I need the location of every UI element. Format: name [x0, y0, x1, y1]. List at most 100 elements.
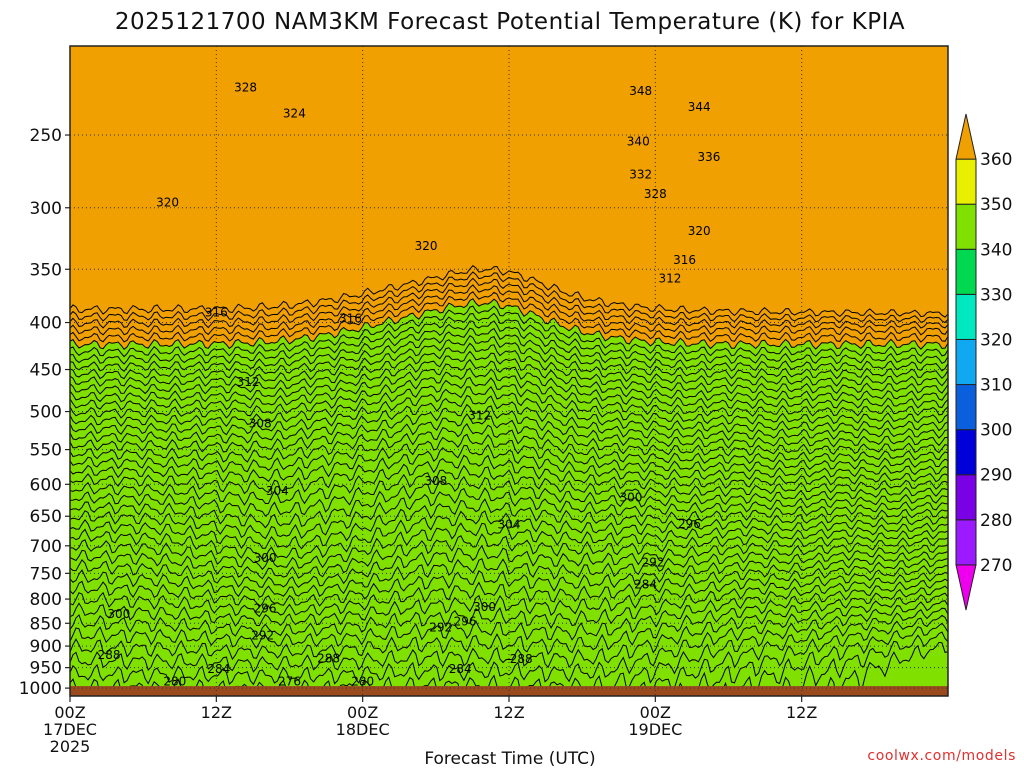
legend-swatch-9 — [955, 158, 977, 205]
contour-label-37: 340 — [627, 134, 650, 148]
contour-labels: 328 324 320 320 316 316 312 312 308 308 304 304 300 3… — [98, 81, 721, 689]
contour-274 — [664, 614, 948, 696]
contour-label-20: 292 — [429, 620, 452, 634]
legend-swatch-8 — [955, 203, 977, 250]
contour-label-5: 316 — [339, 312, 362, 326]
contour-272 — [699, 622, 948, 696]
contour-label-39: 348 — [629, 84, 652, 98]
contour-338 — [70, 342, 948, 395]
x-tick-label-30-0: 12Z — [786, 703, 817, 722]
contour-label-12: 300 — [254, 551, 277, 565]
contour-label-27: 284 — [634, 577, 657, 591]
y-tick-label-800: 800 — [30, 590, 62, 610]
x-tick-label-6-0: 12Z — [201, 703, 232, 722]
x-axis-label: Forecast Time (UTC) — [424, 749, 595, 768]
contour-314 — [70, 454, 948, 506]
contour-label-34: 316 — [673, 253, 696, 267]
legend-label-300: 300 — [980, 421, 1012, 441]
contour-348 — [70, 305, 948, 358]
contour-label-14: 300 — [473, 600, 496, 614]
contour-342 — [70, 327, 948, 380]
y-axis: 250 300 350 400 450 500 550 600 650 700 750 800 850 9… — [19, 126, 70, 699]
legend-swatch-4 — [955, 384, 977, 431]
contour-label-32: 328 — [644, 187, 667, 201]
contour-label-1: 324 — [283, 107, 306, 121]
x-tick-label-0-2: 2025 — [50, 737, 91, 756]
contour-label-15: 300 — [619, 490, 642, 504]
credit-link[interactable]: coolwx.com/models — [867, 748, 1016, 764]
contour-label-7: 312 — [468, 409, 491, 423]
x-tick-label-24-1: 19DEC — [628, 720, 682, 739]
contour-356 — [70, 277, 948, 329]
contour-label-3: 320 — [415, 239, 438, 253]
contour-label-33: 320 — [688, 224, 711, 238]
y-tick-label-650: 650 — [30, 507, 62, 527]
x-tick-label-12-0: 00Z — [347, 703, 378, 722]
legend-label-330: 330 — [980, 285, 1012, 305]
y-tick-label-450: 450 — [30, 361, 62, 381]
y-tick-label-850: 850 — [30, 614, 62, 634]
legend-swatch-10 — [955, 113, 977, 160]
legend-label-340: 340 — [980, 240, 1012, 260]
y-tick-label-550: 550 — [30, 441, 62, 461]
contour-label-26: 284 — [449, 662, 472, 676]
ground-layer — [70, 686, 948, 696]
contour-320 — [70, 423, 948, 473]
contour-label-21: 292 — [641, 556, 664, 570]
legend-label-280: 280 — [980, 511, 1012, 531]
contour-346 — [70, 312, 948, 365]
y-tick-label-1000: 1000 — [19, 679, 62, 699]
contour-label-0: 328 — [234, 81, 257, 95]
contour-label-10: 304 — [266, 484, 289, 498]
contour-276 — [70, 607, 948, 696]
x-tick-label-18-0: 12Z — [493, 703, 524, 722]
legend-swatch-2 — [955, 474, 977, 521]
ground-fill — [70, 686, 948, 696]
contour-label-18: 296 — [678, 517, 701, 531]
contour-label-2: 320 — [156, 195, 179, 209]
x-tick-label-12-1: 18DEC — [336, 720, 390, 739]
grid-lines — [70, 46, 948, 696]
y-tick-label-400: 400 — [30, 314, 62, 334]
y-tick-label-950: 950 — [30, 659, 62, 679]
legend-label-360: 360 — [980, 150, 1012, 170]
contour-label-17: 296 — [454, 614, 477, 628]
contour-306 — [70, 498, 948, 550]
contour-label-38: 344 — [688, 100, 711, 114]
legend-label-350: 350 — [980, 195, 1012, 215]
contour-label-35: 312 — [659, 271, 682, 285]
x-tick-label-24-0: 00Z — [640, 703, 671, 722]
chart-title: 2025121700 NAM3KM Forecast Potential Tem… — [115, 9, 905, 35]
y-tick-label-250: 250 — [30, 126, 62, 146]
plot-area — [70, 46, 948, 696]
color-legend: 270 280 290 300 310 320 330 340 350 360 — [955, 113, 1012, 611]
contour-label-23: 288 — [317, 651, 340, 665]
contour-label-4: 316 — [205, 305, 228, 319]
contour-label-9: 308 — [424, 474, 447, 488]
contour-label-29: 280 — [351, 674, 374, 688]
contour-label-28: 280 — [163, 675, 186, 689]
contour-label-30: 276 — [278, 674, 301, 688]
x-tick-label-0-0: 00Z — [54, 703, 85, 722]
y-tick-label-900: 900 — [30, 637, 62, 657]
y-tick-label-750: 750 — [30, 564, 62, 584]
legend-swatch-5 — [955, 338, 977, 386]
contour-308 — [70, 487, 948, 540]
y-tick-label-600: 600 — [30, 475, 62, 495]
contour-label-36: 336 — [698, 150, 721, 164]
contour-label-25: 284 — [207, 662, 230, 676]
legend-label-270: 270 — [980, 556, 1012, 576]
y-tick-label-300: 300 — [30, 199, 62, 219]
legend-swatch-1 — [955, 519, 977, 566]
contour-label-11: 304 — [498, 518, 521, 532]
y-tick-label-350: 350 — [30, 260, 62, 280]
y-tick-label-500: 500 — [30, 403, 62, 423]
contour-302 — [70, 515, 948, 571]
contour-label-22: 288 — [98, 648, 121, 662]
contour-label-19: 292 — [251, 628, 274, 642]
contour-label-8: 308 — [249, 416, 272, 430]
legend-swatch-3 — [955, 429, 977, 476]
legend-swatch-7 — [955, 248, 977, 295]
